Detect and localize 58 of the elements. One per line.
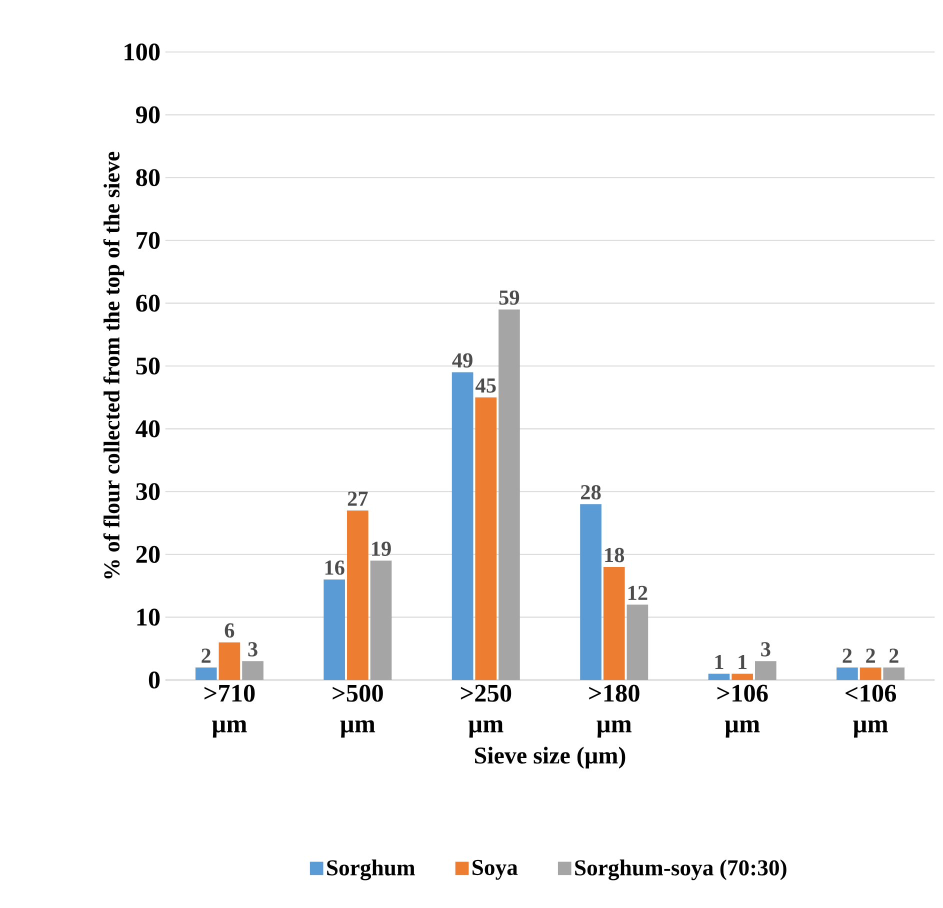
legend-label: Soya [472, 860, 518, 880]
data-label: 16 [325, 560, 344, 575]
y-axis-title: % of flour collected from the top of the sieve [103, 152, 124, 578]
bar [347, 510, 368, 680]
data-label: 2 [889, 648, 898, 663]
y-tick-label: 80 [136, 169, 160, 186]
bar [860, 667, 882, 680]
data-label: 1 [738, 654, 747, 670]
data-label: 12 [628, 586, 648, 600]
y-tick-label: 100 [124, 43, 160, 61]
data-label: 2 [842, 648, 852, 663]
y-tick-label: 20 [136, 546, 160, 563]
y-tick-label: 90 [136, 106, 160, 124]
x-tick-label: >180 µm [589, 684, 640, 738]
x-tick-label: >500 µm [332, 684, 383, 738]
data-label: 49 [452, 353, 472, 368]
x-tick-label: >710 µm [204, 684, 255, 738]
bar [603, 566, 625, 680]
data-label: 59 [499, 290, 520, 305]
data-label: 28 [581, 485, 601, 500]
data-label: 27 [348, 492, 368, 506]
data-label: 1 [715, 654, 724, 670]
legend-label: Sorghum [327, 860, 415, 880]
x-tick-label: >250 µm [460, 684, 512, 738]
y-tick-label: 60 [136, 294, 160, 312]
y-tick-label: 50 [136, 357, 160, 375]
bar [370, 560, 392, 680]
data-label: 6 [224, 623, 234, 638]
y-tick-label: 70 [136, 232, 160, 249]
y-tick-label: 0 [148, 671, 160, 689]
data-label: 19 [372, 542, 391, 556]
x-axis-title: Sieve size (µm) [475, 746, 626, 769]
bar [708, 674, 730, 680]
bar [218, 642, 240, 680]
bar [195, 667, 217, 680]
bar [498, 309, 520, 680]
bar [580, 504, 602, 680]
y-tick-label: 10 [137, 608, 160, 626]
bar [883, 667, 905, 680]
bar [626, 604, 648, 680]
x-tick-label: <106 µm [846, 684, 896, 738]
x-tick-label: >106 µm [717, 684, 768, 738]
bar [242, 661, 264, 680]
bar [732, 674, 753, 680]
data-label: 2 [866, 648, 875, 663]
legend-label: Sorghum-soya (70:30) [575, 860, 786, 880]
data-label: 3 [761, 642, 770, 656]
y-tick-label: 40 [136, 420, 160, 438]
data-label: 3 [248, 642, 258, 656]
bar [452, 372, 474, 680]
y-tick-label: 30 [136, 483, 160, 500]
data-label: 18 [605, 548, 624, 562]
bar [836, 667, 858, 680]
bar [755, 661, 776, 680]
bar [324, 580, 345, 680]
data-label: 45 [476, 378, 496, 393]
bar [475, 397, 497, 680]
data-label: 2 [202, 648, 211, 663]
